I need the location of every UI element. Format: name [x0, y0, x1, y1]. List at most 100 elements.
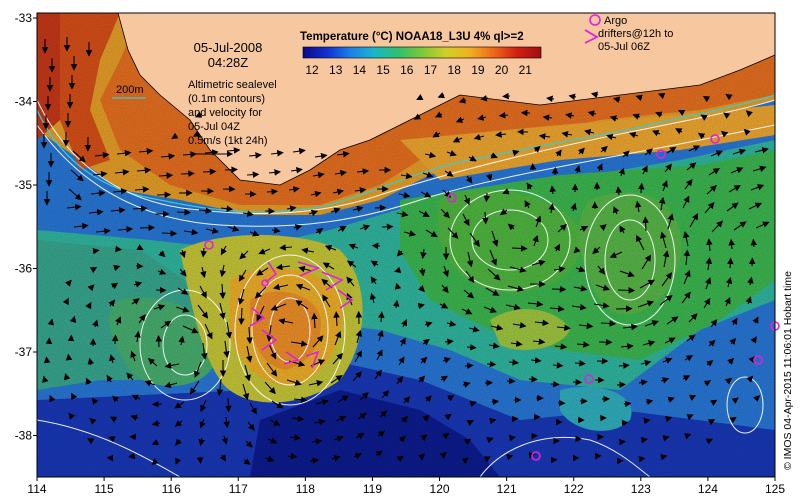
velocity-arrow: [750, 238, 758, 248]
velocity-arrow: [399, 337, 406, 347]
velocity-arrow: [686, 334, 696, 342]
velocity-arrow: [635, 94, 643, 102]
velocity-arrow: [189, 380, 200, 395]
velocity-arrow: [743, 128, 751, 136]
velocity-arrow: [400, 172, 413, 180]
velocity-arrow: [502, 188, 510, 195]
velocity-arrow: [64, 279, 72, 287]
velocity-arrow: [331, 455, 341, 462]
velocity-arrow: [628, 131, 639, 139]
velocity-arrow: [455, 116, 465, 123]
velocity-arrow: [548, 203, 555, 214]
velocity-arrow: [138, 314, 146, 324]
velocity-arrow: [574, 165, 581, 174]
velocity-arrow: [434, 111, 443, 118]
velocity-arrow: [600, 320, 617, 327]
velocity-arrow: [538, 133, 551, 140]
velocity-arrow: [508, 434, 516, 442]
velocity-arrow: [531, 259, 546, 267]
velocity-arrow: [728, 185, 741, 193]
velocity-arrow: [708, 168, 720, 176]
colorbar-ticks: 12 13 14 15 16 17 18 19 20 21: [305, 63, 532, 77]
velocity-arrow: [272, 283, 289, 291]
velocity-arrow: [660, 454, 668, 461]
velocity-arrow: [748, 355, 756, 364]
velocity-arrow: [87, 438, 95, 445]
argo-track-chevron: [305, 350, 320, 369]
velocity-arrow: [374, 369, 382, 380]
velocity-arrow: [70, 392, 78, 401]
velocity-arrow: [528, 375, 538, 383]
velocity-arrow: [219, 283, 226, 300]
velocity-arrow: [686, 162, 697, 171]
velocity-arrow: [697, 132, 706, 140]
velocity-arrow: [199, 266, 207, 279]
velocity-arrow: [223, 416, 230, 429]
velocity-arrow: [398, 435, 407, 443]
velocity-arrow: [334, 330, 342, 346]
velocity-arrow: [337, 225, 347, 233]
velocity-arrow: [346, 292, 353, 306]
velocity-arrow: [727, 357, 735, 365]
velocity-arrow: [416, 94, 424, 100]
velocity-arrow: [333, 435, 344, 442]
velocity-arrow: [225, 321, 233, 339]
colorbar-tick-label: 20: [495, 63, 509, 77]
velocity-arrow: [684, 355, 694, 362]
x-tick-label: 123: [631, 482, 651, 496]
velocity-arrow: [158, 172, 174, 179]
velocity-arrow: [686, 414, 694, 421]
velocity-arrow: [254, 286, 267, 299]
velocity-arrow: [491, 398, 500, 406]
velocity-arrow: [248, 152, 262, 159]
velocity-arrow: [62, 297, 69, 306]
y-tick-label: -35: [15, 178, 33, 192]
velocity-arrow: [265, 455, 275, 462]
velocity-arrow: [422, 338, 430, 346]
velocity-arrow: [731, 397, 739, 405]
velocity-arrow: [147, 358, 158, 367]
velocity-arrow: [65, 353, 73, 361]
x-tick-label: 114: [27, 482, 46, 496]
velocity-arrow: [161, 230, 178, 237]
y-tick-label: -36: [15, 262, 33, 276]
velocity-arrow: [130, 414, 139, 421]
velocity-arrow: [498, 111, 509, 119]
velocity-arrow: [238, 288, 245, 306]
velocity-arrow: [398, 356, 405, 366]
velocity-arrow: [641, 254, 652, 270]
velocity-arrow: [356, 168, 370, 175]
velocity-arrow: [134, 186, 150, 193]
velocity-arrow: [636, 234, 645, 251]
x-tick-label: 116: [162, 482, 181, 496]
velocity-arrow: [108, 436, 116, 443]
velocity-arrow: [578, 322, 594, 330]
velocity-arrow: [69, 315, 77, 324]
velocity-arrow: [662, 357, 673, 364]
velocity-arrow: [244, 364, 251, 382]
velocity-arrow: [638, 379, 648, 386]
velocity-arrow: [446, 320, 457, 327]
velocity-arrow: [660, 377, 670, 384]
altimetry-line-2: (0.1m contours): [188, 93, 265, 105]
velocity-arrow: [246, 171, 260, 178]
y-tick-label: -33: [15, 11, 33, 25]
velocity-arrow: [171, 132, 179, 139]
velocity-arrow: [644, 148, 653, 156]
velocity-arrow: [469, 232, 480, 247]
velocity-arrow: [132, 205, 148, 212]
velocity-arrow: [239, 250, 249, 260]
velocity-arrow: [488, 342, 500, 349]
velocity-arrow: [465, 270, 475, 284]
velocity-arrow: [570, 202, 577, 212]
velocity-arrow: [486, 173, 493, 182]
velocity-arrow: [753, 395, 761, 403]
velocity-arrow: [750, 336, 757, 344]
velocity-arrow: [466, 251, 474, 268]
velocity-arrow: [301, 247, 315, 254]
argo-marker: [656, 149, 666, 159]
velocity-arrow: [702, 96, 711, 103]
velocity-arrow: [128, 452, 136, 460]
velocity-arrow: [681, 291, 691, 304]
